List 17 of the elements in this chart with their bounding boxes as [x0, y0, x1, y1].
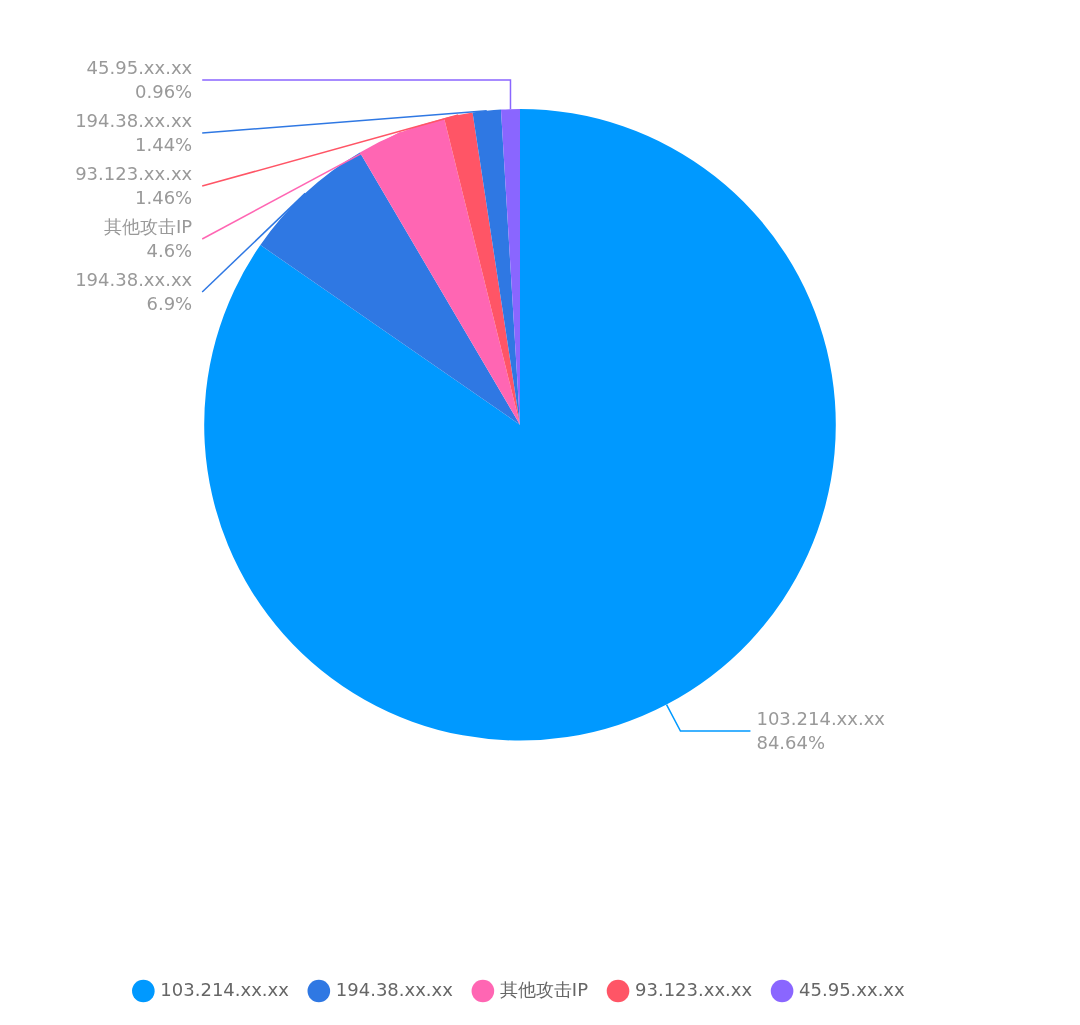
- data-label: 4.6%: [146, 239, 193, 261]
- data-label: 84.64%: [756, 731, 826, 753]
- legend-label: 其他攻击IP: [499, 978, 589, 1000]
- legend-label: 45.95.xx.xx: [799, 978, 905, 1000]
- slice-label: 194.38.xx.xx: [75, 268, 193, 290]
- slice-label: 194.38.xx.xx: [75, 109, 193, 131]
- data-label: 6.9%: [146, 292, 193, 314]
- slice-label: 93.123.xx.xx: [75, 162, 193, 184]
- data-label: 1.44%: [135, 133, 193, 155]
- data-label: 1.46%: [135, 186, 193, 208]
- slice-label: 103.214.xx.xx: [756, 707, 886, 729]
- slice-label: 其他攻击IP: [104, 215, 193, 237]
- data-label: 0.96%: [135, 80, 193, 102]
- slice-label: 45.95.xx.xx: [86, 56, 193, 78]
- legend-label: 103.214.xx.xx: [160, 978, 290, 1000]
- legend-label: 93.123.xx.xx: [635, 978, 753, 1000]
- legend-label: 194.38.xx.xx: [335, 978, 454, 1000]
